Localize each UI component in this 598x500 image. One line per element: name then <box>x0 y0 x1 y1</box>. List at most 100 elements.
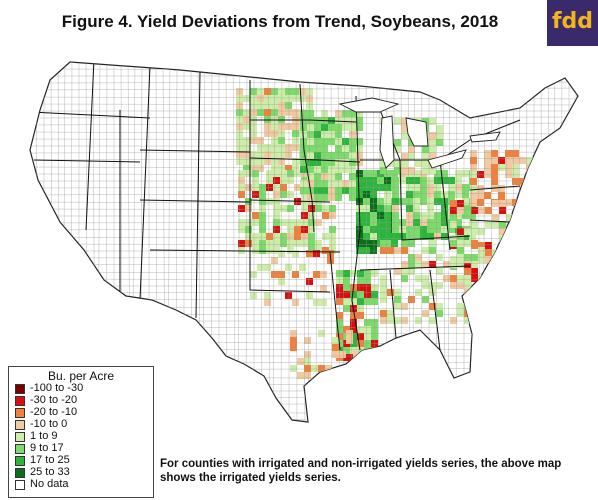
county-cell <box>401 268 408 275</box>
county-cell <box>264 292 271 299</box>
county-cell <box>238 240 245 247</box>
county-cell <box>429 132 436 139</box>
county-cell <box>271 271 278 278</box>
lake-ontario <box>469 131 501 143</box>
county-cell <box>464 289 471 296</box>
county-cell <box>243 144 250 151</box>
county-cell <box>287 191 294 198</box>
county-cell <box>450 282 457 289</box>
county-cell <box>512 178 519 185</box>
fdd-logo[interactable]: fdd <box>547 0 598 46</box>
county-cell <box>273 247 280 254</box>
county-cell <box>436 125 443 132</box>
county-cell <box>342 110 349 117</box>
county-cell <box>484 164 491 171</box>
county-cell <box>450 221 457 228</box>
county-cell <box>264 158 271 165</box>
county-cell <box>257 109 264 116</box>
county-cell <box>512 171 519 178</box>
county-cell <box>429 153 436 160</box>
county-cell <box>478 207 485 214</box>
county-cell <box>329 233 336 240</box>
county-cell <box>356 138 363 145</box>
county-cell <box>292 250 299 257</box>
county-cell <box>294 233 301 240</box>
county-cell <box>512 157 519 164</box>
county-cell <box>505 199 512 206</box>
county-cell <box>434 219 441 226</box>
county-cell <box>343 305 350 312</box>
county-cell <box>350 333 357 340</box>
county-cell <box>408 268 415 275</box>
county-cell <box>420 198 427 205</box>
county-cell <box>314 194 321 201</box>
legend-swatch <box>15 444 25 454</box>
county-cell <box>250 95 257 102</box>
county-cell <box>364 347 371 354</box>
county-cell <box>427 191 434 198</box>
county-cell <box>328 159 335 166</box>
county-cell <box>271 102 278 109</box>
county-cell <box>300 180 307 187</box>
county-cell <box>346 330 353 337</box>
county-cell <box>471 240 478 247</box>
county-cell <box>287 247 294 254</box>
county-cell <box>257 165 264 172</box>
county-cell <box>364 291 371 298</box>
county-cell <box>422 153 429 160</box>
county-cell <box>321 180 328 187</box>
county-cell <box>478 228 485 235</box>
county-cell <box>387 310 394 317</box>
county-cell <box>328 173 335 180</box>
legend-swatch <box>15 432 25 442</box>
county-cell <box>278 130 285 137</box>
county-cell <box>392 205 399 212</box>
county-cell <box>306 88 313 95</box>
county-cell <box>394 247 401 254</box>
county-cell <box>380 275 387 282</box>
county-cell <box>243 165 250 172</box>
county-cell <box>285 144 292 151</box>
county-cell <box>357 326 364 333</box>
county-cell <box>441 226 448 233</box>
legend-swatch <box>15 396 25 406</box>
county-cell <box>292 123 299 130</box>
county-cell <box>343 354 350 361</box>
county-cell <box>434 184 441 191</box>
county-cell <box>250 123 257 130</box>
county-cell <box>415 289 422 296</box>
county-cell <box>307 159 314 166</box>
county-cell <box>427 198 434 205</box>
county-cell <box>380 160 387 167</box>
county-cell <box>384 177 391 184</box>
county-cell <box>408 139 415 146</box>
county-cell <box>328 138 335 145</box>
county-cell <box>455 191 462 198</box>
county-cell <box>392 233 399 240</box>
county-cell <box>314 138 321 145</box>
county-cell <box>427 219 434 226</box>
county-cell <box>236 109 243 116</box>
county-cell <box>259 205 266 212</box>
county-cell <box>273 177 280 184</box>
legend-swatch <box>15 468 25 478</box>
county-cell <box>278 123 285 130</box>
county-cell <box>278 109 285 116</box>
county-cell <box>273 170 280 177</box>
county-cell <box>380 167 387 174</box>
county-cell <box>485 207 492 214</box>
county-cell <box>350 312 357 319</box>
county-cell <box>427 212 434 219</box>
county-cell <box>278 144 285 151</box>
county-cell <box>434 233 441 240</box>
county-cell <box>245 170 252 177</box>
county-cell <box>349 173 356 180</box>
county-cell <box>457 282 464 289</box>
county-cell <box>292 271 299 278</box>
county-cell <box>314 124 321 131</box>
county-cell <box>506 249 513 256</box>
county-cell <box>427 226 434 233</box>
county-cell <box>299 95 306 102</box>
county-cell <box>364 340 371 347</box>
